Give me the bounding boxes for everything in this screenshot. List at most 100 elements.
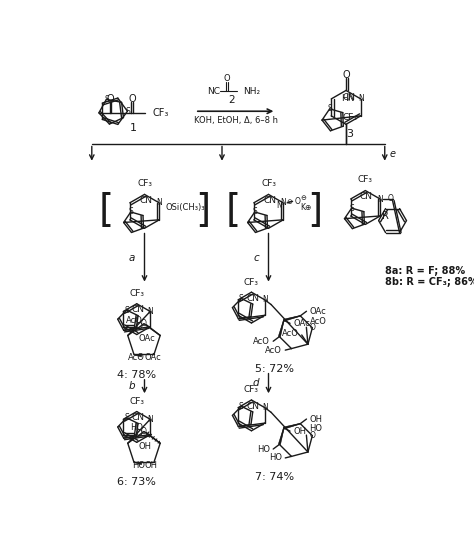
Text: N: N xyxy=(276,201,282,210)
Text: OAc: OAc xyxy=(145,353,162,362)
Text: 6: 73%: 6: 73% xyxy=(117,478,156,487)
Text: CN: CN xyxy=(132,305,145,314)
Polygon shape xyxy=(283,315,301,321)
Text: OAc: OAc xyxy=(293,319,310,328)
Text: OH: OH xyxy=(138,442,152,451)
Text: O: O xyxy=(141,319,147,328)
Text: S: S xyxy=(349,204,354,212)
Polygon shape xyxy=(283,423,301,429)
Text: AcO: AcO xyxy=(310,317,327,326)
Text: OAc: OAc xyxy=(310,307,326,316)
Text: HN: HN xyxy=(341,94,355,104)
Text: 3: 3 xyxy=(346,130,354,139)
Text: N: N xyxy=(147,307,153,316)
Text: K⊕: K⊕ xyxy=(301,203,312,212)
Text: S: S xyxy=(128,208,133,216)
Text: N: N xyxy=(147,415,153,424)
Text: 8a: R = F; 88%: 8a: R = F; 88% xyxy=(385,267,465,276)
Text: AcO: AcO xyxy=(126,315,143,325)
Text: CF₃: CF₃ xyxy=(342,113,357,122)
Text: CF₃: CF₃ xyxy=(358,175,373,184)
Text: CF₃: CF₃ xyxy=(244,278,259,287)
Text: [: [ xyxy=(98,192,113,230)
Text: 4: 78%: 4: 78% xyxy=(117,370,156,379)
Polygon shape xyxy=(134,354,142,357)
Text: CN: CN xyxy=(360,192,373,201)
Text: R: R xyxy=(382,211,389,221)
Text: OH: OH xyxy=(293,427,306,436)
Text: CN: CN xyxy=(342,93,355,102)
Polygon shape xyxy=(278,320,284,337)
Text: O: O xyxy=(107,94,114,104)
Text: N: N xyxy=(262,403,268,412)
Text: AcO: AcO xyxy=(282,329,299,338)
Text: O: O xyxy=(128,94,136,104)
Text: CF₃: CF₃ xyxy=(129,289,144,298)
Text: CN: CN xyxy=(139,196,152,205)
Text: 8b: R = CF₃; 86%: 8b: R = CF₃; 86% xyxy=(385,277,474,287)
Text: 5: 72%: 5: 72% xyxy=(255,364,294,374)
Text: OSi(CH₃)₃: OSi(CH₃)₃ xyxy=(165,203,205,212)
Text: S: S xyxy=(239,402,244,411)
Text: CF₃: CF₃ xyxy=(137,179,152,188)
Text: AcO: AcO xyxy=(128,353,145,362)
Text: CN: CN xyxy=(246,402,260,411)
Text: CF₃: CF₃ xyxy=(261,179,276,188)
Text: ⊖: ⊖ xyxy=(301,195,306,201)
Text: S: S xyxy=(104,95,109,104)
Text: AcO: AcO xyxy=(253,337,270,346)
Text: S: S xyxy=(125,107,130,116)
Text: CN: CN xyxy=(246,294,260,303)
Text: NC: NC xyxy=(207,87,220,96)
Text: CF₃: CF₃ xyxy=(129,397,144,406)
Text: CF₃: CF₃ xyxy=(244,385,259,395)
Text: N: N xyxy=(156,198,162,208)
Text: e: e xyxy=(390,149,395,159)
Text: O: O xyxy=(294,197,300,206)
Text: ]: ] xyxy=(195,192,210,230)
Text: HO: HO xyxy=(130,423,143,433)
Text: O: O xyxy=(388,193,394,203)
Text: S: S xyxy=(327,105,332,113)
Text: CN: CN xyxy=(263,196,276,205)
Text: 2: 2 xyxy=(228,95,235,105)
Text: 1: 1 xyxy=(129,123,137,133)
Text: S: S xyxy=(239,294,244,303)
Text: NH₂: NH₂ xyxy=(243,87,260,96)
Text: c: c xyxy=(254,253,259,262)
Polygon shape xyxy=(134,462,142,465)
Text: CN: CN xyxy=(132,413,145,422)
Text: AcO: AcO xyxy=(265,346,282,354)
Text: O: O xyxy=(310,324,315,332)
Text: KOH, EtOH, Δ, 6–8 h: KOH, EtOH, Δ, 6–8 h xyxy=(193,116,278,125)
Text: ]: ] xyxy=(307,192,323,230)
Text: S: S xyxy=(124,414,129,422)
Text: O: O xyxy=(310,431,315,440)
Text: HO: HO xyxy=(257,444,270,454)
Text: S: S xyxy=(252,208,257,216)
Polygon shape xyxy=(278,428,284,445)
Text: HO: HO xyxy=(310,424,322,434)
Text: a: a xyxy=(129,253,135,262)
Text: N: N xyxy=(281,198,286,208)
Text: ⊖: ⊖ xyxy=(286,199,292,205)
Text: d: d xyxy=(253,378,259,388)
Text: O: O xyxy=(135,429,142,438)
Text: 7: 74%: 7: 74% xyxy=(255,472,294,482)
Text: CF₃: CF₃ xyxy=(152,108,169,118)
Text: O: O xyxy=(343,70,351,80)
Text: OAc: OAc xyxy=(138,334,155,343)
Text: b: b xyxy=(128,381,135,391)
Text: N: N xyxy=(377,195,383,203)
Text: OH: OH xyxy=(310,415,323,423)
Text: O: O xyxy=(141,427,147,436)
Text: O: O xyxy=(224,74,230,83)
Text: OH: OH xyxy=(145,461,158,470)
Text: HO: HO xyxy=(269,454,282,462)
Text: [: [ xyxy=(226,192,241,230)
Text: O: O xyxy=(135,321,142,331)
Text: N: N xyxy=(358,94,364,104)
Text: HO: HO xyxy=(132,461,145,470)
Text: N: N xyxy=(262,295,268,305)
Text: S: S xyxy=(124,306,129,314)
